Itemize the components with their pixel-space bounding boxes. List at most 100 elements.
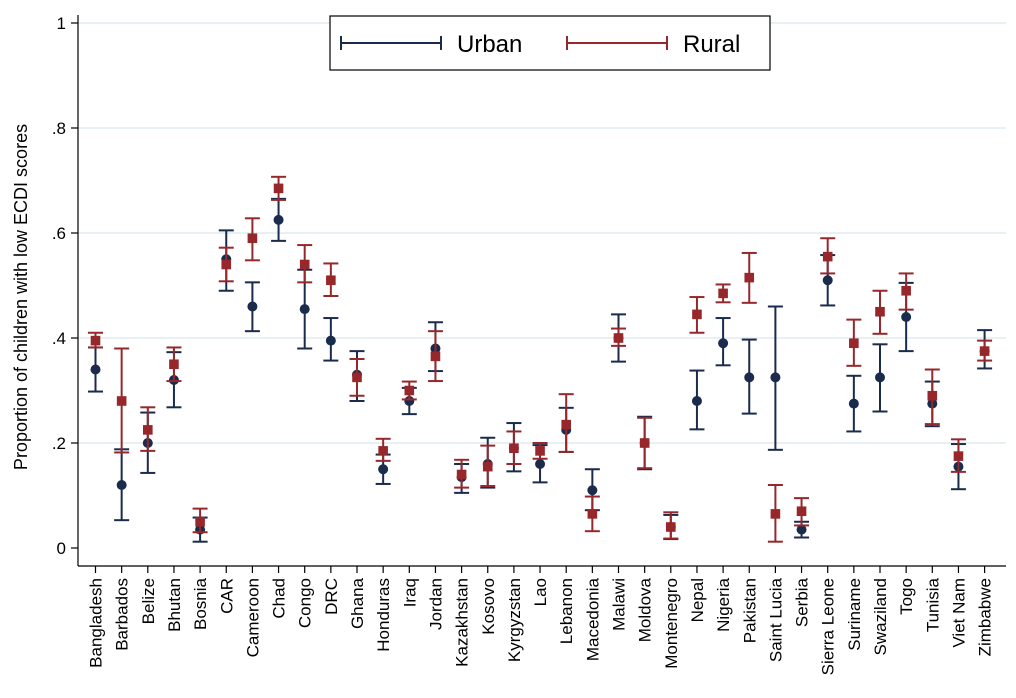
data-point [430, 351, 441, 362]
x-tick-label: Montenegro [662, 578, 681, 669]
data-point [143, 425, 153, 435]
x-tick-label: Swaziland [871, 578, 890, 656]
data-point [116, 480, 127, 490]
data-point [299, 304, 310, 315]
data-point [509, 443, 519, 454]
data-point [535, 446, 545, 456]
series-rural [88, 175, 993, 543]
x-tick-label: Tunisia [923, 577, 942, 632]
x-tick-label: Kazakhstan [453, 578, 472, 667]
data-point [639, 438, 650, 448]
data-point [195, 516, 205, 527]
x-tick-label: Lao [531, 578, 550, 606]
legend-item-urban: Urban [340, 31, 522, 58]
x-tick-label: DRC [322, 578, 341, 615]
y-axis-ticks: 0 .2 .4 .6 .8 1 [52, 14, 78, 558]
x-tick-label: Bangladesh [87, 578, 106, 668]
data-point [613, 333, 624, 343]
y-axis-title: Proportion of children with low ECDI sco… [11, 124, 31, 470]
data-point [535, 459, 546, 469]
x-tick-label: Pakistan [740, 578, 759, 643]
data-point [273, 183, 284, 194]
x-tick-label: Nigeria [714, 577, 733, 631]
data-point [796, 506, 807, 517]
y-tick-label: .8 [52, 119, 66, 138]
x-axis-ticks: Bangladesh Barbados Belize Bhutan Bosnia CAR C… [87, 566, 995, 675]
data-point [90, 335, 101, 346]
data-point [691, 396, 702, 406]
x-tick-label: Sierra Leone [819, 578, 838, 675]
data-point [456, 469, 467, 480]
data-point [692, 309, 702, 320]
x-tick-label: Belize [139, 578, 158, 624]
x-tick-label: Bosnia [191, 577, 210, 630]
x-tick-label: Ghana [348, 577, 367, 629]
x-tick-label: Barbados [113, 578, 132, 651]
data-point [901, 285, 911, 296]
x-tick-label: Macedonia [583, 577, 602, 661]
gridlines [78, 22, 1006, 444]
data-point [875, 372, 885, 383]
legend-box [329, 15, 771, 71]
x-tick-label: Bhutan [165, 578, 184, 632]
y-tick-label: .6 [52, 224, 66, 243]
data-point [822, 251, 833, 262]
y-tick-label: .4 [52, 329, 66, 348]
x-tick-label: Moldova [636, 577, 655, 642]
x-tick-label: Cameroon [243, 578, 262, 657]
data-point [561, 419, 571, 430]
data-point [116, 396, 127, 406]
y-tick-label: 1 [57, 14, 66, 33]
x-tick-label: Saint Lucia [766, 577, 785, 662]
data-point [770, 509, 781, 519]
data-point [822, 275, 833, 286]
data-point [953, 451, 964, 461]
x-tick-label: Jordan [426, 578, 445, 630]
data-point [247, 233, 258, 244]
x-tick-label: Zimbabwe [976, 578, 995, 656]
x-tick-label: Kyrgyzstan [505, 578, 524, 662]
data-point [875, 306, 885, 317]
x-tick-label: Congo [296, 578, 315, 628]
x-tick-label: Suriname [845, 578, 864, 651]
data-point [352, 372, 362, 383]
data-point [901, 312, 912, 322]
data-point [169, 359, 179, 370]
x-tick-label: Honduras [374, 578, 393, 652]
data-point [326, 275, 336, 286]
x-tick-label: Nepal [688, 578, 707, 622]
data-point [587, 485, 598, 496]
data-point [927, 390, 938, 401]
data-point [247, 301, 258, 312]
data-point [744, 272, 755, 283]
data-point [273, 214, 284, 225]
x-tick-label: Malawi [610, 578, 629, 631]
x-tick-label: Lebanon [557, 578, 576, 644]
data-point [378, 446, 388, 456]
data-point [325, 335, 336, 346]
legend: Urban Rural [329, 15, 771, 71]
data-point [90, 364, 101, 375]
axes [77, 15, 1006, 567]
y-tick-label: 0 [57, 539, 66, 558]
data-point [221, 259, 232, 270]
legend-item-rural: Rural [566, 31, 740, 58]
legend-label: Urban [457, 31, 522, 58]
x-tick-label: Kosovo [479, 578, 498, 635]
data-point [744, 372, 755, 383]
data-point [770, 372, 781, 383]
x-tick-label: Viet Nam [949, 578, 968, 648]
data-point [587, 509, 598, 519]
data-point [718, 288, 728, 299]
data-point [299, 259, 310, 270]
data-point [404, 385, 415, 396]
x-tick-label: Togo [897, 578, 916, 615]
x-tick-label: CAR [217, 578, 236, 614]
data-point [979, 346, 990, 356]
series-layer [88, 175, 993, 543]
data-point [666, 522, 676, 532]
data-point [718, 338, 729, 349]
data-point [796, 524, 807, 535]
